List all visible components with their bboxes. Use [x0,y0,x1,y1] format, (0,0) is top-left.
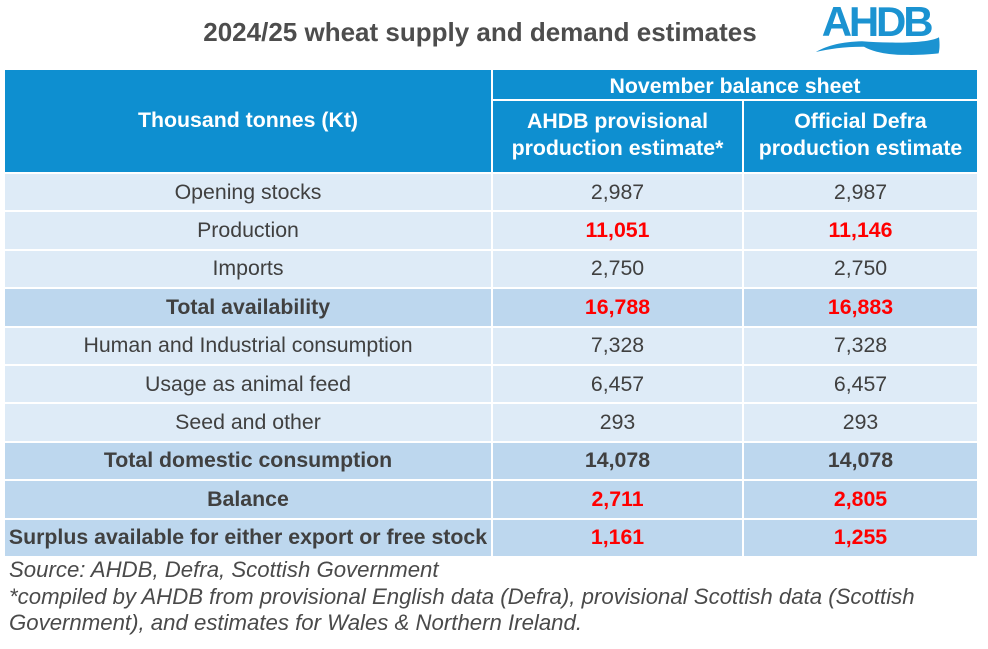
svg-text:AHDB: AHDB [822,0,932,45]
